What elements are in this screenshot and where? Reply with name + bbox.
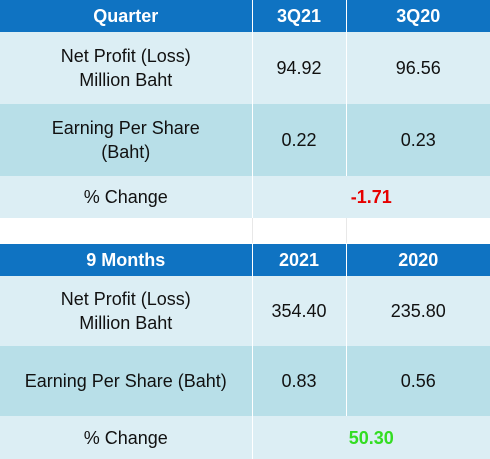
row-label-line2: Million Baht (79, 313, 173, 333)
row-label-line1: Net Profit (Loss) (60, 46, 191, 66)
nine-month-header-label: 9 Months (0, 244, 253, 276)
nine-month-header-2021: 2021 (252, 244, 347, 276)
table-row: Net Profit (Loss) Million Baht 94.92 96.… (0, 32, 490, 104)
row-label: Earning Per Share (Baht) (0, 104, 253, 176)
nine-month-header-2020: 2020 (346, 244, 490, 276)
row-label-line1: Earning Per Share (51, 118, 200, 138)
value-cell: 96.56 (346, 32, 490, 104)
table-row: Earning Per Share (Baht) 0.22 0.23 (0, 104, 490, 176)
value-cell: 235.80 (346, 276, 490, 346)
row-label-line1: Net Profit (Loss) (60, 289, 191, 309)
value-cell: 0.23 (346, 104, 490, 176)
row-label-line2: Million Baht (79, 70, 173, 90)
value-cell: 94.92 (252, 32, 347, 104)
row-label: Earning Per Share (Baht) (0, 346, 253, 416)
table-row: Earning Per Share (Baht) 0.83 0.56 (0, 346, 490, 416)
change-label: % Change (0, 416, 253, 459)
quarter-header-3q21: 3Q21 (252, 0, 347, 32)
spacer-cell (346, 218, 490, 243)
change-value: -1.71 (252, 176, 490, 218)
spacer-cell (0, 218, 253, 243)
value-cell: 0.22 (252, 104, 347, 176)
quarter-header-row: Quarter 3Q21 3Q20 (0, 0, 490, 32)
nine-month-header-row: 9 Months 2021 2020 (0, 244, 490, 276)
change-row: % Change -1.71 (0, 176, 490, 218)
table-row: Net Profit (Loss) Million Baht 354.40 23… (0, 276, 490, 346)
value-cell: 0.56 (346, 346, 490, 416)
spacer-cell (252, 218, 347, 243)
value-cell: 354.40 (252, 276, 347, 346)
row-label-line2: (Baht) (101, 142, 151, 162)
change-label: % Change (0, 176, 253, 218)
row-label: Net Profit (Loss) Million Baht (0, 276, 253, 346)
quarter-header-label: Quarter (0, 0, 253, 32)
nine-month-table: 9 Months 2021 2020 Net Profit (Loss) Mil… (0, 244, 490, 459)
row-label: Net Profit (Loss) Million Baht (0, 32, 253, 104)
change-row: % Change 50.30 (0, 416, 490, 459)
value-cell: 0.83 (252, 346, 347, 416)
quarter-header-3q20: 3Q20 (346, 0, 490, 32)
quarter-table: Quarter 3Q21 3Q20 Net Profit (Loss) Mill… (0, 0, 490, 243)
change-value: 50.30 (252, 416, 490, 459)
table-spacer (0, 218, 490, 243)
